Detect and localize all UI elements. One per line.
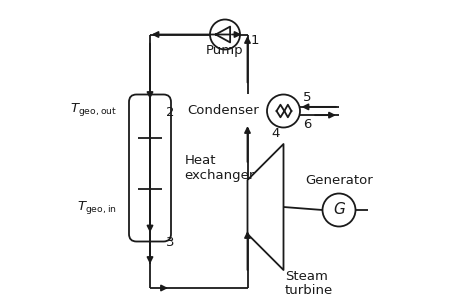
Circle shape	[210, 20, 240, 50]
Text: Condenser: Condenser	[188, 104, 259, 118]
Text: 4: 4	[272, 127, 280, 140]
Text: Heat
exchanger: Heat exchanger	[184, 154, 255, 182]
Text: $T_{\mathrm{geo,out}}$: $T_{\mathrm{geo,out}}$	[70, 101, 117, 118]
Text: Steam
turbine: Steam turbine	[285, 269, 333, 298]
Text: 1: 1	[250, 34, 259, 47]
Circle shape	[322, 194, 356, 226]
Circle shape	[267, 94, 300, 128]
Text: Generator: Generator	[305, 174, 373, 187]
FancyBboxPatch shape	[129, 94, 171, 242]
Text: Pump: Pump	[206, 44, 244, 57]
Text: 2: 2	[165, 106, 174, 119]
Text: 3: 3	[165, 236, 174, 250]
Text: G: G	[333, 202, 345, 217]
Text: $T_{\mathrm{geo,in}}$: $T_{\mathrm{geo,in}}$	[77, 199, 117, 215]
Text: 5: 5	[303, 91, 311, 104]
Text: 6: 6	[303, 118, 311, 131]
